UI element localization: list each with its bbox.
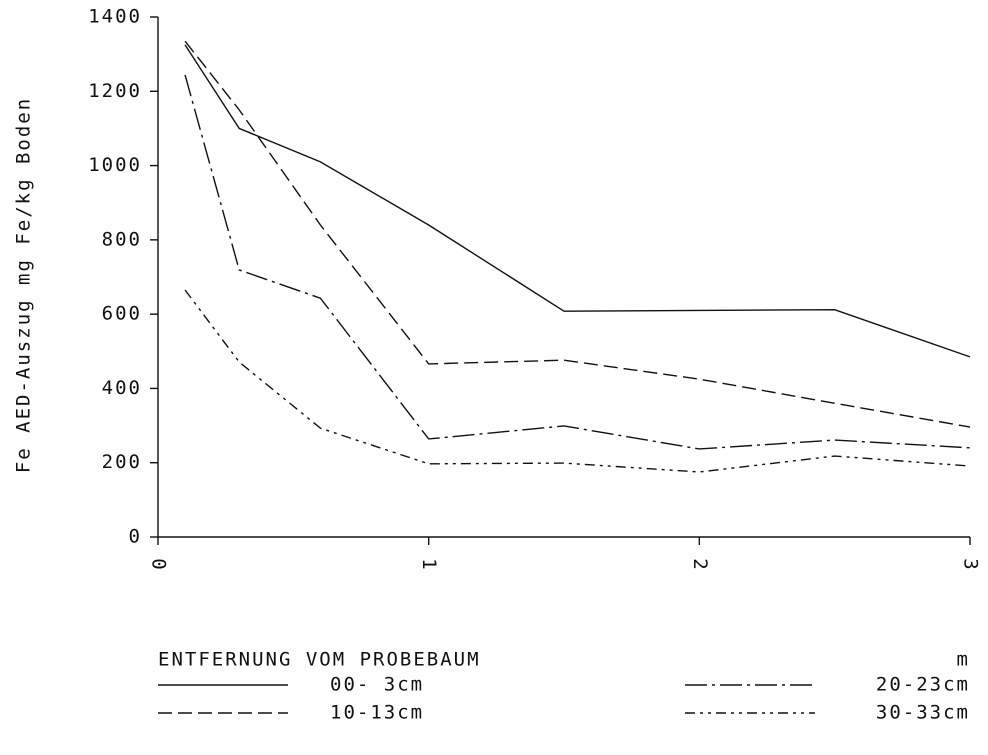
y-tick-label: 0 [129,526,142,548]
x-tick-label: 1 [418,558,440,571]
legend-label: 20-23cm [876,674,970,696]
series-line [184,40,971,428]
y-tick-label: 1000 [88,154,142,176]
x-axis-unit: m [957,649,970,671]
x-axis-label: ENTFERNUNG VOM PROBEBAUM [158,649,481,671]
y-axis-label: Fe AED-Auszug mg Fe/kg Boden [13,97,35,473]
legend-label: 00- 3cm [330,674,424,696]
legend-label: 30-33cm [876,702,970,724]
y-tick-label: 800 [102,228,142,250]
y-tick-label: 1200 [88,80,142,102]
x-tick-label: 2 [689,558,711,571]
series-line [184,289,971,473]
legend-label: 10-13cm [330,702,424,724]
y-tick-label: 1400 [88,6,142,28]
series-line [184,74,971,450]
x-tick-label: 0 [148,558,170,571]
y-tick-label: 200 [102,451,142,473]
y-tick-label: 400 [102,377,142,399]
y-tick-label: 600 [102,303,142,325]
series-line [184,44,971,358]
x-tick-label: 3 [960,558,982,571]
